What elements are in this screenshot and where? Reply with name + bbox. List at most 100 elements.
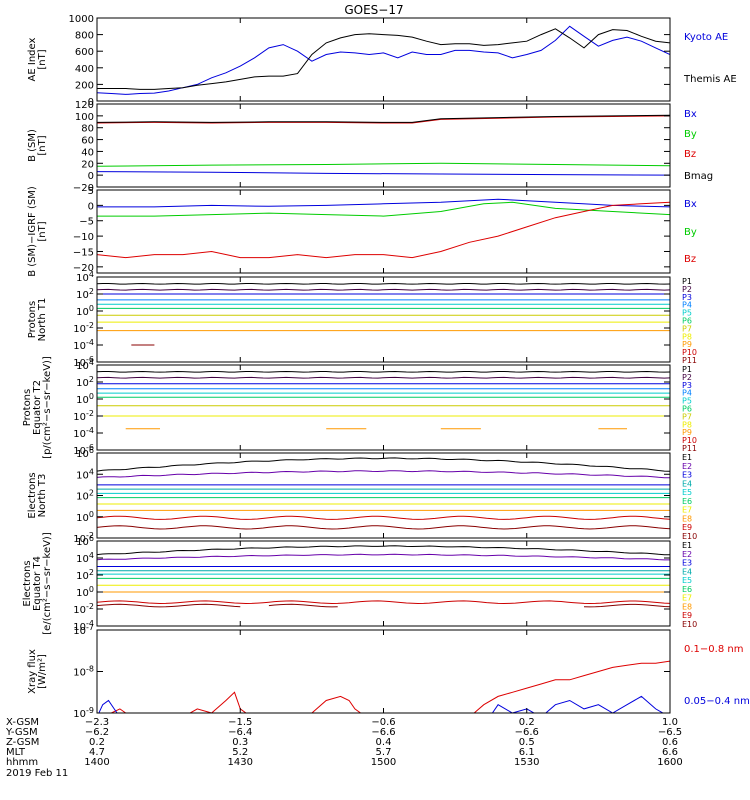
- legend-item: P11: [682, 444, 697, 453]
- legend-item: E4: [682, 479, 692, 488]
- series-line: [97, 525, 670, 530]
- series-line: [97, 376, 670, 379]
- y-tick-label: 106: [76, 534, 94, 548]
- legend-item: E10: [682, 532, 697, 541]
- legend-item: P5: [682, 397, 692, 406]
- legend-item: E9: [682, 611, 692, 620]
- ephemeris-value: 1530: [514, 757, 539, 768]
- ephemeris-value: 1500: [371, 757, 396, 768]
- plot-area: [97, 457, 670, 530]
- y-tick-label: 60: [81, 136, 94, 147]
- legend-item: P1: [682, 277, 692, 286]
- ephemeris-value: −6.5: [658, 727, 682, 738]
- y-tick-label: −15: [73, 247, 94, 258]
- legend-item: E8: [682, 602, 692, 611]
- legend-item: P10: [682, 348, 697, 357]
- legend-item: E9: [682, 523, 692, 532]
- legend-item: E2: [682, 462, 692, 471]
- y-tick-label: 10-2: [73, 409, 94, 423]
- series-line: [97, 600, 670, 605]
- y-tick-label: 102: [76, 287, 94, 301]
- date-label: 2019 Feb 11: [6, 768, 68, 779]
- y-tick-label: 5: [88, 186, 94, 197]
- y-tick-label: 104: [76, 551, 94, 565]
- panel-7: ElectronsEquator T4[e/(cm²−s−sr−keV)] E1E…: [22, 532, 697, 635]
- legend-item: E7: [682, 506, 692, 515]
- ephemeris-value: −0.6: [371, 717, 395, 728]
- y-tick-label: 102: [76, 375, 94, 389]
- series-line: [268, 603, 338, 608]
- series-line: [97, 114, 670, 123]
- legend-item: E1: [682, 453, 692, 462]
- legend-item: E6: [682, 497, 692, 506]
- series-line: [97, 545, 670, 556]
- y-tick-label: 10-9: [73, 706, 94, 720]
- legend-item: Kyoto AE: [684, 32, 728, 43]
- ephemeris-value: 4.7: [89, 747, 105, 758]
- series-line: [97, 198, 670, 208]
- legend-item: E3: [682, 471, 692, 480]
- plot-area: [97, 545, 670, 608]
- y-tick-label: 106: [76, 446, 94, 460]
- legend-item: E8: [682, 514, 692, 523]
- y-tick-label: 600: [75, 47, 94, 58]
- panel-frame: [96, 540, 671, 627]
- y-tick-label: −10: [73, 232, 94, 243]
- plot-area: [97, 198, 670, 259]
- y-tick-label: 0: [88, 97, 94, 108]
- legend-item: P2: [682, 285, 692, 294]
- series-line: [97, 515, 670, 520]
- series-line: [97, 470, 670, 479]
- y-tick-label: 100: [75, 112, 94, 123]
- ephemeris-value: 6.1: [519, 747, 535, 758]
- plot-area: [97, 370, 670, 450]
- ephemeris-value: −6.6: [515, 727, 539, 738]
- series-line: [97, 115, 670, 124]
- y-tick-label: 100: [76, 392, 94, 406]
- y-tick-label: 0: [88, 201, 94, 212]
- series-line: [97, 660, 670, 713]
- ephemeris-value: 1600: [657, 757, 682, 768]
- panel-frame: [96, 17, 671, 102]
- series-line: [97, 201, 670, 259]
- ephemeris-value: 0.2: [89, 737, 105, 748]
- y-axis-label: ElectronsNorth T3: [27, 472, 48, 518]
- plot-area: [97, 660, 670, 713]
- ephemeris-value: 0.5: [519, 737, 535, 748]
- legend-item: 0.1−0.8 nm: [684, 644, 743, 655]
- series-line: [97, 288, 670, 291]
- legend-item: P9: [682, 428, 692, 437]
- series-line: [97, 171, 670, 176]
- ephemeris-value: −6.2: [85, 727, 109, 738]
- y-tick-label: 40: [81, 147, 94, 158]
- legend-item: P2: [682, 373, 692, 382]
- series-line: [98, 695, 664, 713]
- ephemeris-row-label: MLT: [6, 747, 26, 758]
- legend-item: Themis AE: [683, 74, 737, 85]
- y-axis-label: ElectronsEquator T4[e/(cm²−s−sr−keV)]: [22, 532, 53, 635]
- plot-area: [97, 114, 670, 176]
- y-tick-label: 100: [76, 510, 94, 524]
- legend-item: Bz: [684, 254, 696, 265]
- ephemeris-value: 0.2: [519, 717, 535, 728]
- panel-2: B (SM)[nT] Bx By Bz Bmag: [27, 103, 713, 188]
- plot-area: [97, 25, 670, 95]
- y-tick-label: 400: [75, 64, 94, 75]
- y-tick-label: 10-2: [73, 321, 94, 335]
- legend-item: E3: [682, 559, 692, 568]
- y-tick-label: 10-8: [73, 665, 94, 679]
- y-axis-label: AE Index[nT]: [27, 37, 48, 81]
- legend-item: P7: [682, 412, 692, 421]
- panel-1: AE Index[nT] Kyoto AE Themis AE: [27, 17, 737, 102]
- y-axis-label: B (SM)−IGRF (SM)[nT]: [27, 186, 48, 277]
- legend-item: P11: [682, 356, 697, 365]
- y-tick-label: −20: [73, 183, 94, 194]
- series-line: [97, 553, 670, 561]
- ephemeris-value: 0.6: [662, 737, 678, 748]
- legend-item: Bz: [684, 149, 696, 160]
- legend-item: P8: [682, 420, 692, 429]
- legend-item: E5: [682, 576, 692, 585]
- series-line: [97, 162, 670, 167]
- y-axis-label: ProtonsEquator T2[p/(cm²−s−sr−keV)]: [22, 356, 53, 459]
